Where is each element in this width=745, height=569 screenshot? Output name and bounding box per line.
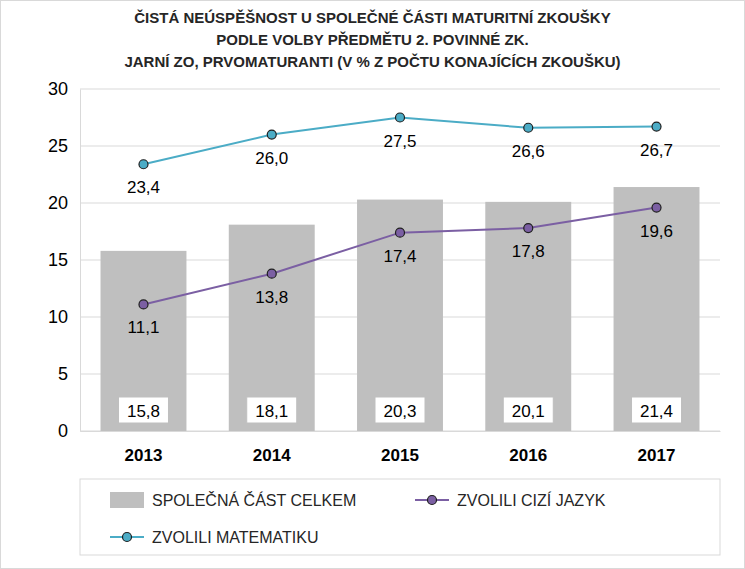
data-label: 26,7 [640, 141, 673, 160]
x-axis-line [81, 431, 721, 432]
data-label: 18,1 [255, 402, 288, 421]
y-tick: 30 [48, 79, 80, 99]
x-tick-label: 2017 [638, 446, 676, 465]
data-label: 11,1 [128, 318, 160, 337]
x-tick-label: 2013 [125, 446, 163, 465]
marker [267, 269, 276, 278]
legend-box [80, 479, 720, 555]
bar [485, 202, 571, 431]
x-tick: 2015 [381, 431, 419, 465]
y-tick-label: 20 [48, 193, 68, 213]
marker [396, 228, 405, 237]
line [143, 118, 656, 165]
y-axis-line [80, 90, 81, 432]
chart-title: PODLE VOLBY PŘEDMĚTU 2. POVINNÉ ZK. [216, 31, 528, 48]
data-label: 15,8 [127, 402, 160, 421]
marker [139, 300, 148, 309]
marker [524, 224, 533, 233]
x-axis: 2013 2014 2015 2016 2017 [81, 431, 721, 465]
marker [524, 123, 533, 132]
y-tick-label: 10 [48, 307, 68, 327]
legend-marker [428, 496, 437, 505]
bar [101, 251, 187, 431]
data-labels: 15,8 18,1 20,3 20,1 21,4 11,1 13,8 17,4 17,8 19,6… [118, 132, 681, 424]
data-label: 19,6 [640, 222, 673, 241]
data-label: 21,4 [640, 402, 673, 421]
data-label-box [632, 397, 682, 423]
data-label: 20,3 [383, 402, 416, 421]
legend: SPOLEČNÁ ČÁST CELKEM ZVOLILI CIZÍ JAZYK ZV… [80, 479, 720, 555]
legend-label: ZVOLILI CIZÍ JAZYK [457, 491, 606, 509]
legend-marker [123, 533, 132, 542]
plot: 0 5 10 15 20 25 30 2013 2014 2015 2016 2017 15,8 18,1… [48, 79, 721, 465]
x-tick-label: 2015 [381, 446, 419, 465]
x-tick-label: 2014 [253, 446, 291, 465]
bar [357, 200, 443, 431]
bar [614, 187, 700, 431]
bar [229, 225, 315, 431]
grid-line [80, 89, 720, 90]
y-tick: 10 [48, 307, 80, 327]
y-tick: 20 [48, 193, 80, 213]
data-label-box [118, 397, 168, 423]
x-tick: 2013 [125, 431, 163, 465]
y-tick-label: 0 [58, 421, 68, 441]
y-tick: 25 [48, 136, 80, 156]
y-tick-label: 15 [48, 250, 68, 270]
x-tick: 2016 [509, 431, 547, 465]
chart-border [1, 1, 745, 569]
data-label: 13,8 [255, 288, 288, 307]
marker [652, 122, 661, 131]
data-label-box [503, 397, 553, 423]
data-label: 20,1 [512, 402, 545, 421]
marker [652, 203, 661, 212]
marker [139, 160, 148, 169]
chart: ČISTÁ NEÚSPĚŠNOST U SPOLEČNÉ ČÁSTI MATUR… [0, 0, 745, 569]
data-label: 26,0 [255, 149, 288, 168]
data-label: 27,5 [383, 132, 416, 151]
data-label-box [375, 397, 425, 423]
y-tick-label: 5 [58, 364, 68, 384]
y-tick-label: 30 [48, 79, 68, 99]
x-tick: 2014 [253, 431, 291, 465]
y-axis: 0 5 10 15 20 25 30 [48, 79, 81, 441]
y-tick: 5 [58, 364, 80, 384]
legend-swatch [110, 492, 144, 508]
y-tick: 0 [58, 421, 80, 441]
marks [101, 113, 700, 431]
marker [267, 130, 276, 139]
x-tick: 2017 [638, 431, 676, 465]
line [143, 208, 656, 305]
data-label: 17,4 [383, 247, 416, 266]
marker [396, 113, 405, 122]
data-label-box [247, 397, 297, 423]
data-label: 23,4 [127, 178, 160, 197]
legend-label: SPOLEČNÁ ČÁST CELKEM [152, 491, 356, 509]
legend-label: ZVOLILI MATEMATIKU [152, 529, 319, 546]
data-label: 17,8 [512, 242, 545, 261]
chart-title: JARNÍ ZO, PRVOMATURANTI (V % Z POČTU KON… [124, 53, 620, 70]
data-label: 26,6 [512, 142, 545, 161]
x-tick-label: 2016 [509, 446, 547, 465]
y-tick-label: 25 [48, 136, 68, 156]
chart-title: ČISTÁ NEÚSPĚŠNOST U SPOLEČNÉ ČÁSTI MATUR… [134, 9, 610, 26]
y-tick: 15 [48, 250, 80, 270]
